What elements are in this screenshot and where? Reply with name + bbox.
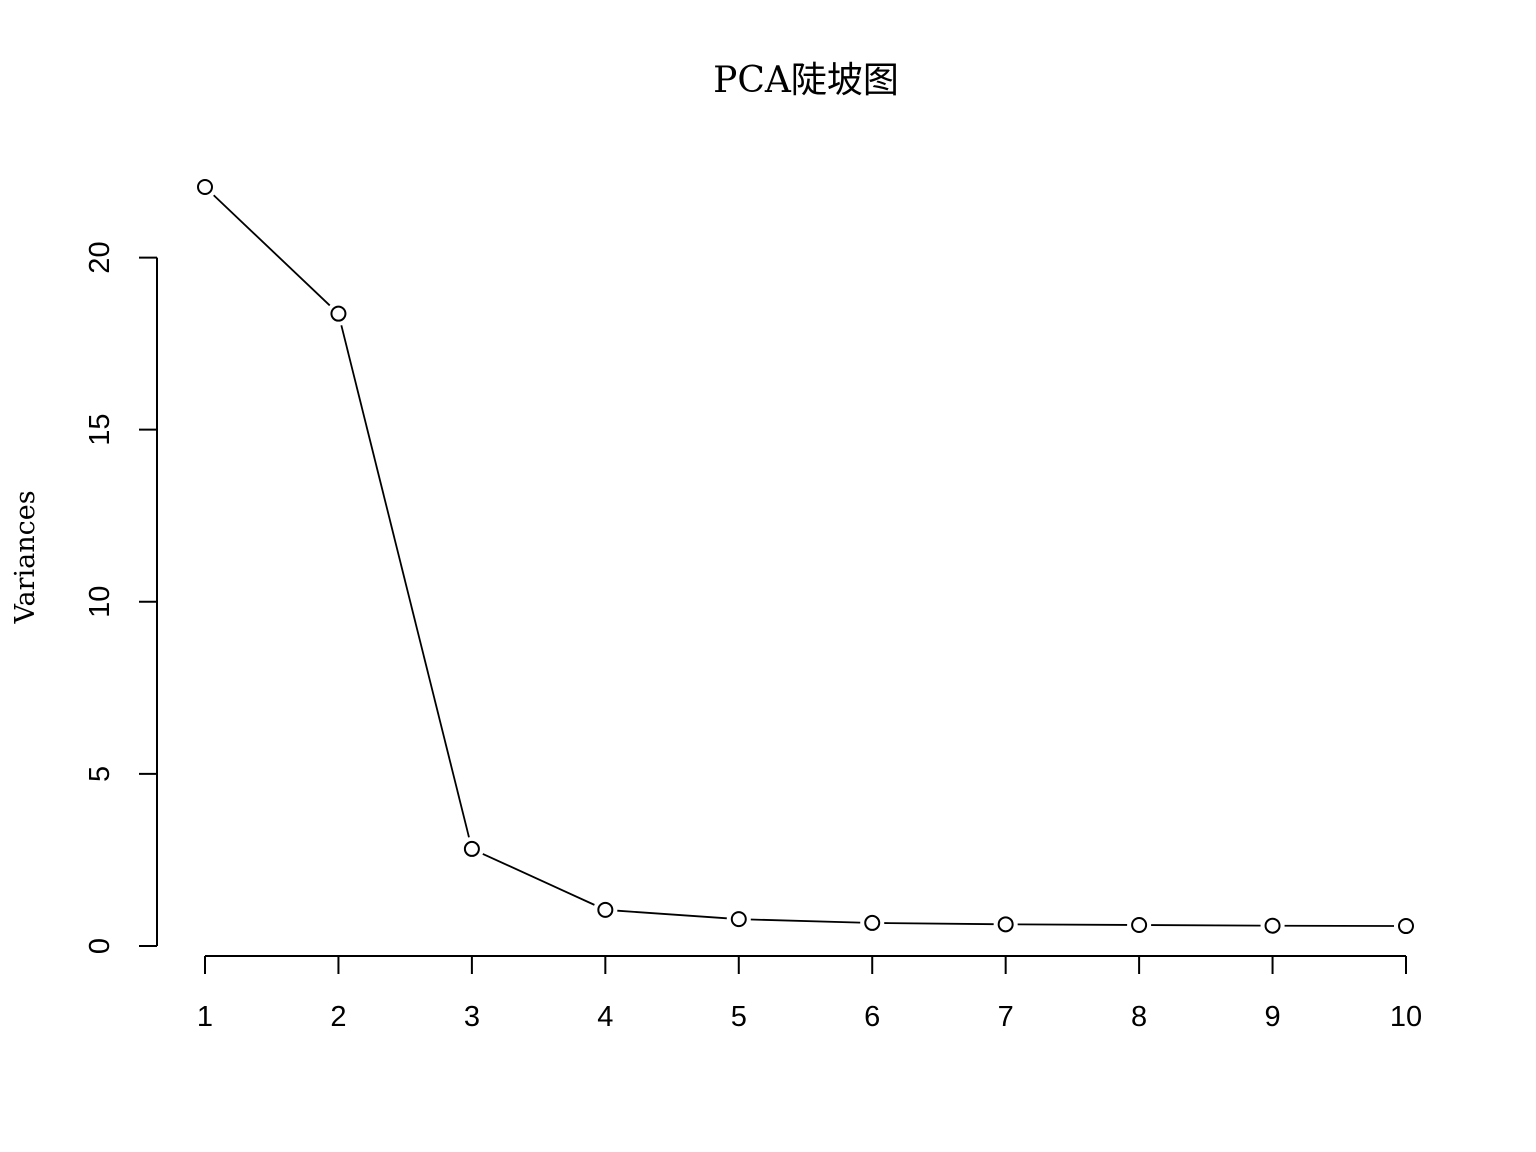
y-axis: 0 5 10 15 20 <box>84 241 158 954</box>
chart-title: PCA陡坡图 <box>713 60 899 101</box>
series-line-segment <box>750 918 861 924</box>
data-point <box>997 916 1014 933</box>
x-tick-label: 10 <box>1390 1001 1422 1033</box>
series-group <box>197 179 1414 935</box>
data-point <box>730 911 747 928</box>
x-tick-label: 5 <box>731 1001 747 1033</box>
x-tick-label: 2 <box>330 1001 346 1033</box>
y-tick-label: 5 <box>84 766 116 782</box>
x-tick-label: 3 <box>464 1001 480 1033</box>
series-line-segment <box>1151 924 1261 927</box>
x-axis: 1 2 3 4 5 6 7 8 9 10 <box>197 955 1422 1033</box>
y-tick-label: 15 <box>84 414 116 446</box>
x-tick-label: 9 <box>1264 1001 1280 1033</box>
x-tick-label: 7 <box>998 1001 1014 1033</box>
x-tick-label: 6 <box>864 1001 880 1033</box>
y-tick-label: 0 <box>84 938 116 954</box>
data-point <box>1398 918 1414 935</box>
y-tick-label: 20 <box>84 241 116 273</box>
data-point <box>1131 917 1148 934</box>
series-line-segment <box>340 325 470 838</box>
y-axis-label: Variances <box>10 490 41 624</box>
data-point <box>1264 917 1281 934</box>
series-line-segment <box>482 853 595 906</box>
data-point <box>463 840 480 857</box>
x-tick-label: 4 <box>597 1001 613 1033</box>
data-point <box>597 901 614 918</box>
series-line-segment <box>884 922 994 926</box>
x-tick-label: 1 <box>197 1001 213 1033</box>
data-point <box>864 914 881 931</box>
series-line-segment <box>213 194 331 307</box>
x-tick-label: 8 <box>1131 1001 1147 1033</box>
data-point <box>197 179 213 195</box>
series-line-segment <box>617 909 727 920</box>
y-tick-label: 10 <box>84 586 116 618</box>
data-point <box>330 305 347 322</box>
series-line-segment <box>1017 923 1128 926</box>
